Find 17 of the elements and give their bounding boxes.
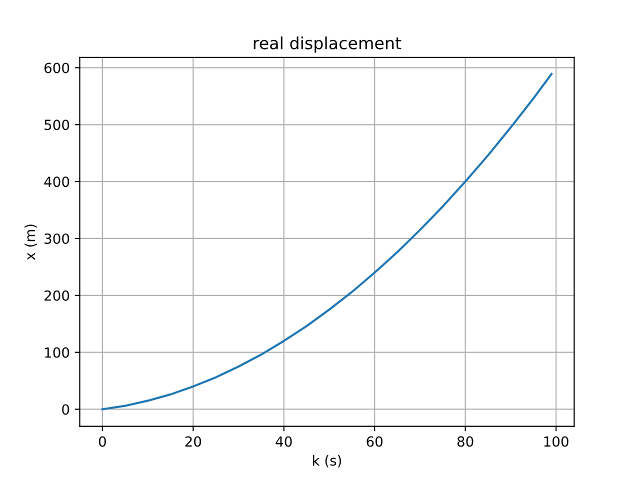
x-tick-label: 100: [544, 436, 568, 447]
line-series: [101, 72, 553, 410]
chart-title: real displacement: [254, 36, 402, 53]
x-tick-label: 80: [457, 436, 474, 447]
x-tick-label: 40: [276, 436, 292, 447]
y-tick-label: 600: [44, 62, 70, 74]
x-tick-label: 0: [98, 436, 106, 447]
y-axis-title: x (m): [24, 224, 37, 260]
x-axis-title: k (s): [312, 455, 342, 468]
x-tick-label: 60: [366, 436, 383, 447]
x-tick-label: 20: [185, 436, 202, 447]
y-tick-label: 300: [44, 233, 70, 244]
y-tick-label: 400: [44, 176, 70, 188]
y-tick-label: 100: [45, 347, 70, 358]
y-tick-label: 500: [44, 120, 70, 130]
y-tick-label: 200: [44, 290, 70, 301]
y-tick-label: 0: [62, 404, 70, 415]
